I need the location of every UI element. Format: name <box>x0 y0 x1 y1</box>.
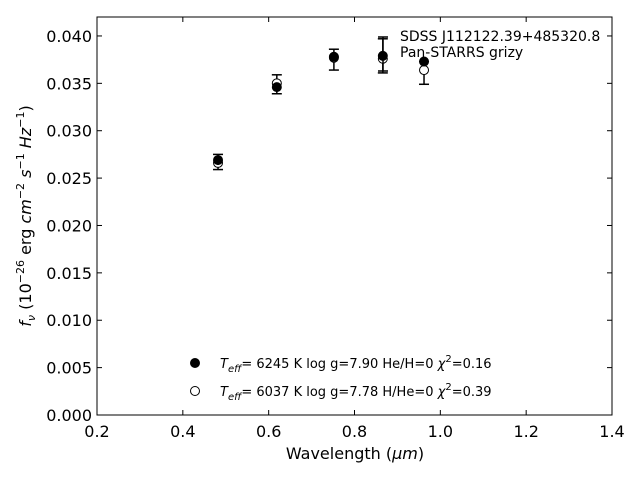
legend-filled-marker <box>190 358 200 368</box>
model-1-point <box>419 56 430 67</box>
plot-area <box>96 16 613 416</box>
x-tick-label: 1.0 <box>428 422 453 441</box>
legend-observed-name: SDSS J112122.39+485320.8 <box>400 29 600 45</box>
legend-model-1-label: Teff= 6245 K log g=7.90 He/H=0 χ2=0.16 <box>220 354 492 375</box>
x-tick-label: 1.4 <box>599 422 624 441</box>
y-tick-label: 0.030 <box>46 122 92 141</box>
y-tick-label: 0.010 <box>46 311 92 330</box>
legend-model-2: Teff= 6037 K log g=7.78 H/He=0 χ2=0.39 <box>190 382 492 403</box>
y-axis-label: fν (10−26 erg cm−2 s−1 Hz−1) <box>14 105 38 326</box>
x-axis-label: Wavelength (μm) <box>286 444 424 463</box>
x-tick-label: 0.6 <box>256 422 281 441</box>
y-tick-label: 0.000 <box>46 406 92 425</box>
legend-open-marker <box>190 386 200 396</box>
model-1-point <box>271 82 282 93</box>
y-tick-label: 0.015 <box>46 264 92 283</box>
x-tick-label: 0.4 <box>170 422 195 441</box>
y-tick-label: 0.020 <box>46 216 92 235</box>
x-tick-label: 0.2 <box>84 422 109 441</box>
model-1-point <box>213 155 224 166</box>
x-axis-ticks: 0.2 0.4 0.6 0.8 1.0 1.2 1.4 <box>84 17 625 441</box>
legend-model-2-label: Teff= 6037 K log g=7.78 H/He=0 χ2=0.39 <box>220 382 492 403</box>
legend-observed: SDSS J112122.39+485320.8 Pan-STARRS griz… <box>378 29 600 72</box>
y-tick-label: 0.040 <box>46 27 92 46</box>
y-tick-label: 0.035 <box>46 74 92 93</box>
x-tick-label: 0.8 <box>342 422 367 441</box>
y-tick-label: 0.025 <box>46 169 92 188</box>
model-2-point <box>419 65 430 76</box>
legend-model-1: Teff= 6245 K log g=7.90 He/H=0 χ2=0.16 <box>190 354 492 375</box>
y-axis-ticks: 0.000 0.005 0.010 0.015 0.020 0.025 0.030 0.035… <box>46 27 612 425</box>
legend-observed-survey: Pan-STARRS grizy <box>400 45 523 61</box>
y-tick-label: 0.005 <box>46 359 92 378</box>
model-1-point <box>328 51 339 62</box>
x-tick-label: 1.2 <box>513 422 538 441</box>
